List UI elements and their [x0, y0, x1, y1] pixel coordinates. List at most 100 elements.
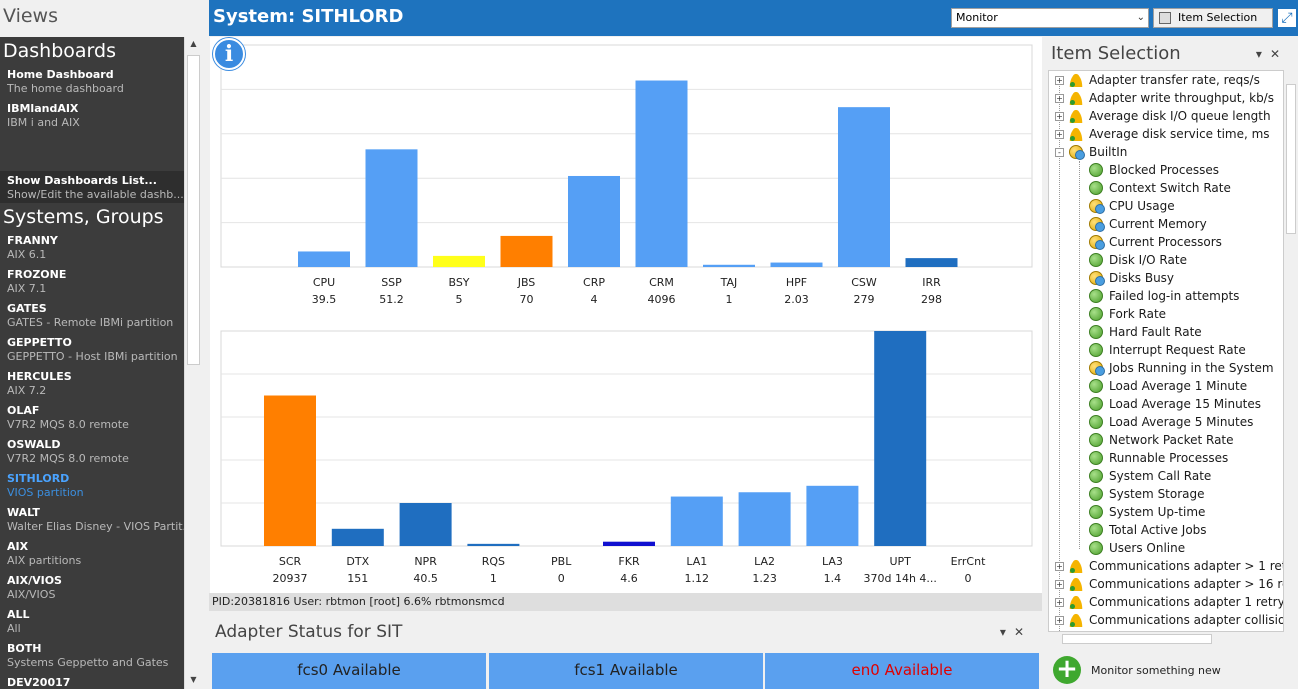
expand-toggle-icon[interactable]: +: [1055, 562, 1064, 571]
bar[interactable]: [603, 541, 655, 546]
tree-item[interactable]: Blocked Processes: [1049, 161, 1283, 179]
system-item[interactable]: FROZONE AIX 7.1: [0, 265, 184, 299]
tree-item[interactable]: + Communications adapter > 16 retrie: [1049, 575, 1283, 593]
tree-item[interactable]: CPU Usage: [1049, 197, 1283, 215]
bar[interactable]: [838, 107, 890, 267]
value-label: 40.5: [413, 572, 438, 585]
bar[interactable]: [399, 503, 452, 546]
expand-toggle-icon[interactable]: +: [1055, 112, 1064, 121]
bar[interactable]: [365, 149, 418, 267]
dashboard-item[interactable]: Home Dashboard The home dashboard: [0, 65, 184, 99]
bar[interactable]: [264, 395, 316, 547]
expand-toggle-icon[interactable]: +: [1055, 76, 1064, 85]
tree-item[interactable]: Disks Busy: [1049, 269, 1283, 287]
value-label: 0: [558, 572, 565, 585]
expand-toggle-icon[interactable]: +: [1055, 598, 1064, 607]
tree-item[interactable]: Load Average 5 Minutes: [1049, 413, 1283, 431]
system-item[interactable]: DEV20017Devzing Case 20017 - Restore fi.…: [0, 673, 184, 689]
bar[interactable]: [298, 251, 350, 267]
tree-item[interactable]: Hard Fault Rate: [1049, 323, 1283, 341]
collapse-toggle-icon[interactable]: -: [1055, 148, 1064, 157]
tree-item[interactable]: + Communications adapter > 1 retry: [1049, 557, 1283, 575]
system-item[interactable]: HERCULES AIX 7.2: [0, 367, 184, 401]
tree-item[interactable]: Load Average 15 Minutes: [1049, 395, 1283, 413]
tree-item[interactable]: Jobs Running in the System: [1049, 359, 1283, 377]
system-item[interactable]: ALL All: [0, 605, 184, 639]
tree-item[interactable]: Current Memory: [1049, 215, 1283, 233]
adapter-tile[interactable]: en0 Available: [765, 653, 1039, 689]
show-dashboards-list[interactable]: Show Dashboards List... Show/Edit the ava…: [0, 171, 184, 203]
views-scrollbar[interactable]: ▲ ▼: [184, 37, 201, 689]
tree-item[interactable]: + Communications adapter collisions: [1049, 611, 1283, 629]
user-monitor-icon: [1069, 595, 1083, 609]
expand-toggle-icon[interactable]: +: [1055, 616, 1064, 625]
bar[interactable]: [635, 80, 688, 267]
tree-item[interactable]: Current Processors: [1049, 233, 1283, 251]
bar[interactable]: [331, 528, 384, 546]
expand-toggle-icon[interactable]: +: [1055, 130, 1064, 139]
scroll-thumb[interactable]: [1062, 634, 1212, 644]
tree-item[interactable]: Users Online: [1049, 539, 1283, 557]
tree-item-label: Disks Busy: [1109, 271, 1175, 285]
tree-item[interactable]: - BuiltIn: [1049, 143, 1283, 161]
system-item[interactable]: SITHLORD VIOS partition: [0, 469, 184, 503]
adapter-tile[interactable]: fcs1 Available: [489, 653, 763, 689]
adapter-tile[interactable]: fcs0 Available: [212, 653, 486, 689]
system-item[interactable]: BOTH Systems Geppetto and Gates: [0, 639, 184, 673]
scroll-thumb[interactable]: [187, 55, 200, 365]
tree-item[interactable]: Load Average 1 Minute: [1049, 377, 1283, 395]
tree-horizontal-scrollbar[interactable]: [1048, 632, 1284, 646]
system-item[interactable]: GATES GATES - Remote IBMi partition: [0, 299, 184, 333]
tree-item[interactable]: Fork Rate: [1049, 305, 1283, 323]
value-label: 298: [921, 293, 942, 306]
tree-item[interactable]: Total Active Jobs: [1049, 521, 1283, 539]
tree-vertical-scrollbar[interactable]: [1284, 70, 1298, 632]
dashboard-item[interactable]: IBMlandAIX IBM i and AIX: [0, 99, 184, 133]
bar[interactable]: [433, 255, 485, 267]
tree-item[interactable]: Context Switch Rate: [1049, 179, 1283, 197]
tree-item[interactable]: Interrupt Request Rate: [1049, 341, 1283, 359]
tree-item[interactable]: + Average disk I/O queue length: [1049, 107, 1283, 125]
item-selection-button[interactable]: Item Selection: [1153, 8, 1273, 28]
item-panel-controls[interactable]: ▾✕: [1255, 47, 1288, 61]
tree-item[interactable]: Failed log-in attempts: [1049, 287, 1283, 305]
scroll-thumb[interactable]: [1286, 84, 1296, 234]
bar[interactable]: [905, 258, 958, 267]
tree-item[interactable]: + Communications adapter 1 retry: [1049, 593, 1283, 611]
system-item[interactable]: WALT Walter Elias Disney - VIOS Partit...: [0, 503, 184, 537]
bar[interactable]: [568, 175, 620, 267]
system-item[interactable]: AIX/VIOS AIX/VIOS: [0, 571, 184, 605]
tree-item[interactable]: Network Packet Rate: [1049, 431, 1283, 449]
system-item[interactable]: AIX AIX partitions: [0, 537, 184, 571]
tree-item[interactable]: System Storage: [1049, 485, 1283, 503]
bar[interactable]: [670, 496, 723, 546]
expand-toggle-icon[interactable]: +: [1055, 580, 1064, 589]
category-label: RQS: [482, 555, 505, 568]
tree-item[interactable]: + Average disk service time, ms: [1049, 125, 1283, 143]
tree-item[interactable]: + Adapter transfer rate, reqs/s: [1049, 71, 1283, 89]
status-dot-icon: [1089, 415, 1103, 429]
tree-item[interactable]: System Up-time: [1049, 503, 1283, 521]
scroll-down-icon[interactable]: ▼: [190, 675, 197, 684]
tree-item[interactable]: System Call Rate: [1049, 467, 1283, 485]
system-item[interactable]: OSWALD V7R2 MQS 8.0 remote: [0, 435, 184, 469]
tree-item[interactable]: Disk I/O Rate: [1049, 251, 1283, 269]
adapter-panel-controls[interactable]: ▾✕: [999, 625, 1032, 639]
bar[interactable]: [806, 485, 859, 546]
bar[interactable]: [738, 492, 791, 546]
bar[interactable]: [770, 262, 823, 267]
expand-icon[interactable]: ⤢: [1277, 8, 1297, 28]
tree-item[interactable]: + Adapter write throughput, kb/s: [1049, 89, 1283, 107]
tree-item[interactable]: Runnable Processes: [1049, 449, 1283, 467]
bar[interactable]: [874, 331, 927, 546]
bar[interactable]: [703, 264, 755, 267]
system-item[interactable]: FRANNY AIX 6.1: [0, 231, 184, 265]
bar[interactable]: [467, 543, 520, 546]
scroll-up-icon[interactable]: ▲: [190, 39, 197, 48]
monitor-select[interactable]: Monitor ⌄: [951, 8, 1149, 28]
info-icon[interactable]: i: [213, 38, 245, 70]
expand-toggle-icon[interactable]: +: [1055, 94, 1064, 103]
system-item[interactable]: OLAF V7R2 MQS 8.0 remote: [0, 401, 184, 435]
system-item[interactable]: GEPPETTO GEPPETTO - Host IBMi partition: [0, 333, 184, 367]
bar[interactable]: [500, 235, 553, 267]
